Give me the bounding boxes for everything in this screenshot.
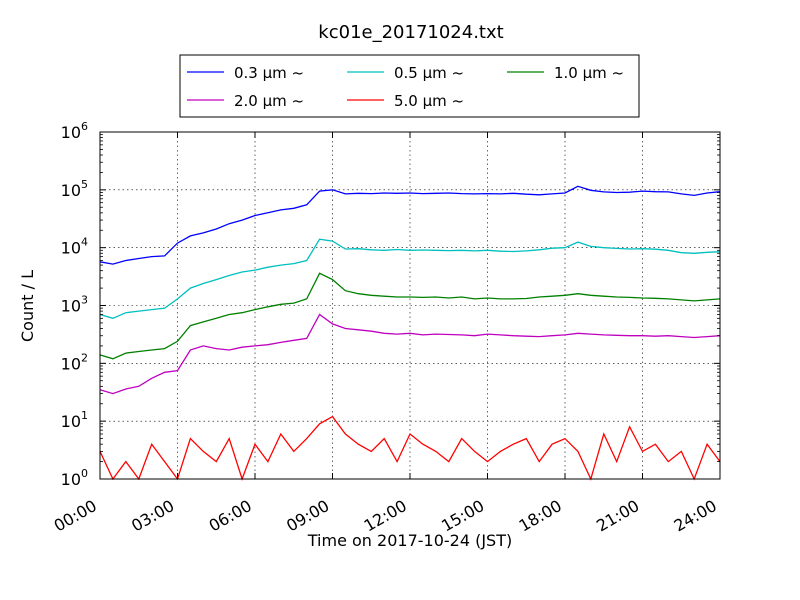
y-tick-label: 102 <box>61 351 88 373</box>
x-tick-label: 12:00 <box>361 496 410 536</box>
x-tick-label: 18:00 <box>516 496 565 536</box>
x-tick-label: 15:00 <box>438 496 487 536</box>
y-tick-label: 104 <box>61 236 88 258</box>
series-line-4 <box>99 415 721 481</box>
legend-label-1: 0.5 μm ~ <box>394 64 464 82</box>
y-tick-label: 101 <box>61 409 88 431</box>
legend-label-0: 0.3 μm ~ <box>234 64 304 82</box>
series-line-1 <box>99 238 721 319</box>
series-line-0 <box>99 185 721 265</box>
chart-title: kc01e_20171024.txt <box>318 22 503 43</box>
legend-label-4: 5.0 μm ~ <box>394 92 464 110</box>
y-tick-label: 105 <box>61 178 88 200</box>
x-tick-label: 03:00 <box>128 496 177 536</box>
x-tick-label: 06:00 <box>206 496 255 536</box>
x-tick-label: 09:00 <box>283 496 332 536</box>
x-axis-label: Time on 2017-10-24 (JST) <box>307 531 512 550</box>
legend: 0.3 μm ~ 0.5 μm ~ 1.0 μm ~ 2.0 μm ~ 5.0 μm ~ <box>179 54 640 118</box>
series-line-2 <box>99 272 721 360</box>
y-tick-label: 106 <box>61 120 88 142</box>
y-tick-label: 100 <box>61 467 88 489</box>
y-tick-label: 103 <box>61 294 88 316</box>
y-axis-label: Count / L <box>18 270 37 342</box>
series-lines <box>99 185 721 481</box>
y-axis-ticks: 100 101 102 103 104 105 106 <box>61 120 720 489</box>
legend-label-3: 2.0 μm ~ <box>234 92 304 110</box>
legend-box <box>179 54 640 118</box>
x-tick-label: 24:00 <box>671 496 720 536</box>
legend-label-2: 1.0 μm ~ <box>554 64 624 82</box>
legend-items: 0.3 μm ~ 0.5 μm ~ 1.0 μm ~ 2.0 μm ~ 5.0 μm ~ <box>187 64 624 110</box>
series-line-3 <box>99 313 721 395</box>
grid-lines <box>100 132 720 479</box>
x-tick-label: 00:00 <box>51 496 100 536</box>
x-tick-label: 21:00 <box>593 496 642 536</box>
